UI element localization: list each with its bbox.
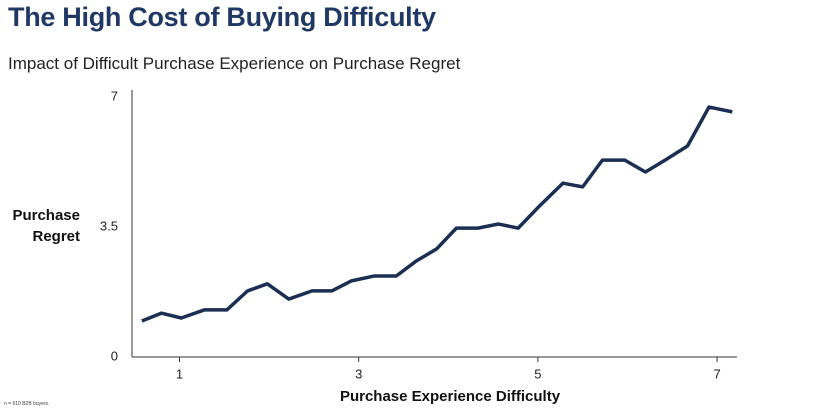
y-tick-label: 7 xyxy=(111,88,118,103)
x-tick-label: 5 xyxy=(534,366,541,381)
x-tick-label: 3 xyxy=(355,366,362,381)
x-axis-label: Purchase Experience Difficulty xyxy=(339,388,561,405)
x-tick-label: 1 xyxy=(176,366,183,381)
chart-title: The High Cost of Buying Difficulty xyxy=(8,2,436,32)
x-tick-label: 7 xyxy=(713,366,720,381)
y-tick-label: 3.5 xyxy=(100,218,118,233)
y-axis-label: Purchase Regret xyxy=(12,207,80,245)
data-line xyxy=(141,105,733,323)
footnote: n = 610 B2B buyers. xyxy=(4,401,50,407)
y-tick-label: 0 xyxy=(111,348,118,363)
chart-subtitle: Impact of Difficult Purchase Experience … xyxy=(8,54,461,73)
